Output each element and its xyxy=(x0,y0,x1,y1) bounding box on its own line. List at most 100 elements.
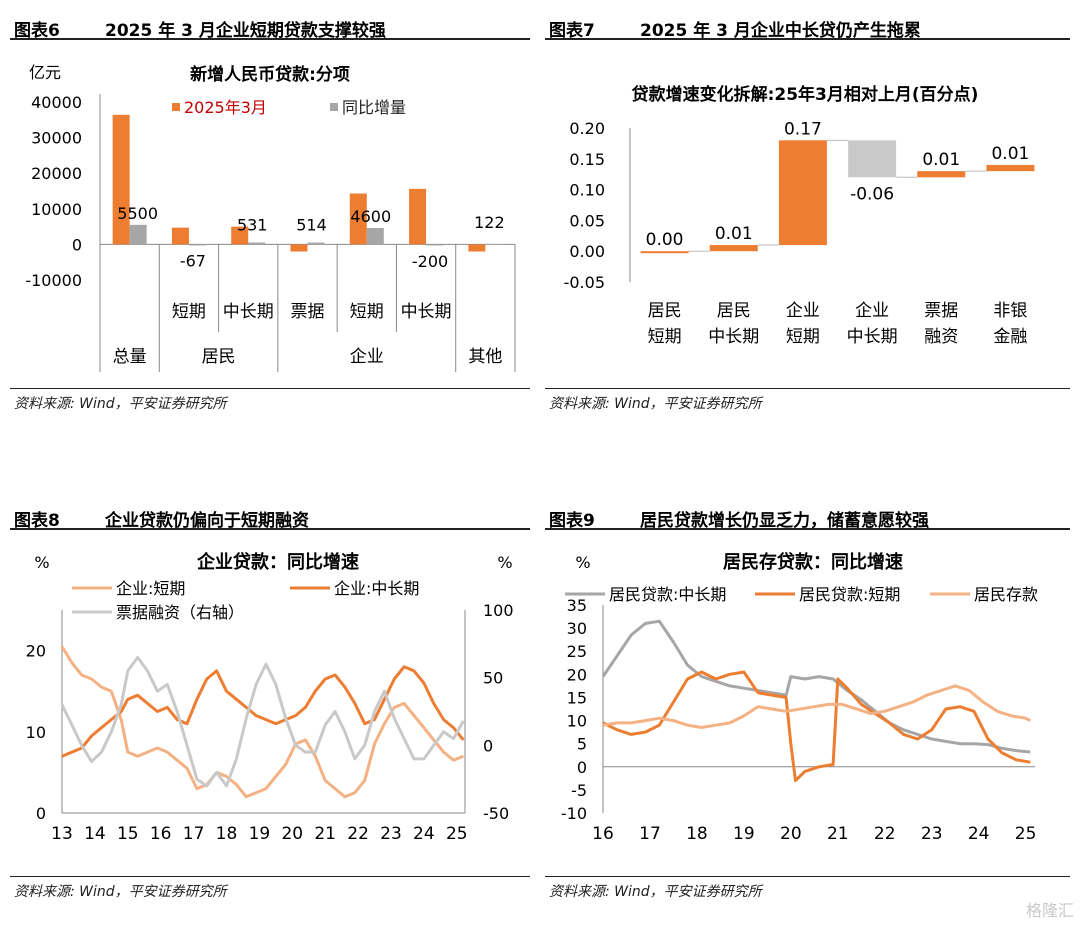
y-tick-label: 20000 xyxy=(31,164,82,183)
y-axis-label: % xyxy=(34,553,49,572)
bar-yoy xyxy=(426,244,444,246)
x-tick-label: 18 xyxy=(686,824,708,844)
panel-fig7: 图表7 2025 年 3 月企业中长贷仍产生拖累 贷款增速变化拆解:25年3月相… xyxy=(545,10,1070,415)
y-tick-label: 0.10 xyxy=(569,181,605,200)
data-label: 0.01 xyxy=(715,224,753,244)
legend-label: 居民存款 xyxy=(974,585,1038,604)
figure-title: 2025 年 3 月企业短期贷款支撑较强 xyxy=(105,21,386,41)
y-tick-label: 0 xyxy=(36,804,46,823)
category-label: 中长期 xyxy=(401,302,452,322)
y-tick-label: 30000 xyxy=(31,129,82,148)
chart-growth-decomposition: 贷款增速变化拆解:25年3月相对上月(百分点) 0.20 0.15 0.10 0.05 0… xyxy=(564,84,1035,347)
panel-fig8: 图表8 企业贷款仍偏向于短期融资 企业贷款：同比增速%% 20 10 0 100 50 0-… xyxy=(10,500,530,905)
series-line xyxy=(60,645,464,799)
data-label: 4600 xyxy=(350,207,391,226)
panel-source: 资料来源: Wind，平安证券研究所 xyxy=(545,876,1070,900)
y-tick-label: -10000 xyxy=(25,271,82,290)
figure-title: 居民贷款增长仍显乏力，储蓄意愿较强 xyxy=(640,511,929,531)
y-tick-label-right: 0 xyxy=(483,736,493,755)
figure-number: 图表7 xyxy=(549,21,595,41)
bar-current xyxy=(231,226,249,245)
x-tick-label: 17 xyxy=(639,824,661,844)
panel-source: 资料来源: Wind，平安证券研究所 xyxy=(545,388,1070,412)
category-label: 企业 xyxy=(855,301,889,321)
bar-yoy xyxy=(307,242,325,245)
source-text: 资料来源: Wind，平安证券研究所 xyxy=(549,396,762,412)
x-tick-label: 16 xyxy=(150,824,172,844)
y-tick-label: 35 xyxy=(567,596,587,615)
data-label: 531 xyxy=(237,216,268,235)
panel-header: 图表8 企业贷款仍偏向于短期融资 xyxy=(10,500,530,531)
category-label: 中长期 xyxy=(847,327,898,347)
bar-yoy xyxy=(129,224,147,245)
chart-new-loans: 新增人民币贷款:分项 亿元 2025年3月 同比增量 40000 30000 20000 10… xyxy=(25,63,516,372)
panel-header: 图表7 2025 年 3 月企业中长贷仍产生拖累 xyxy=(545,10,1070,41)
waterfall-bar xyxy=(709,245,758,252)
bar-current xyxy=(409,188,427,245)
y-tick-label-right: 100 xyxy=(483,601,514,620)
legend-label: 同比增量 xyxy=(342,98,406,117)
y-tick-label: 10 xyxy=(26,723,46,742)
data-label: 514 xyxy=(296,216,327,235)
y-tick-label: 20 xyxy=(26,642,46,661)
panel-fig9: 图表9 居民贷款增长仍显乏力，储蓄意愿较强 居民存贷款：同比增速% 35 30 25 2… xyxy=(545,500,1070,905)
x-tick-label: 23 xyxy=(380,824,402,844)
category-label: 票据 xyxy=(924,301,958,321)
figure-number: 图表9 xyxy=(549,511,595,531)
x-tick-label: 23 xyxy=(921,824,943,844)
x-tick-label: 25 xyxy=(446,824,468,844)
y-tick-label: 30 xyxy=(567,619,587,638)
x-tick-label: 19 xyxy=(733,824,755,844)
watermark-text: 格隆汇 xyxy=(1025,901,1074,920)
y-tick-label: 0.05 xyxy=(569,211,605,230)
y-tick-label: 5 xyxy=(577,735,587,754)
y-tick-label: 15 xyxy=(567,688,587,707)
bar-yoy xyxy=(188,244,206,246)
series-line xyxy=(602,670,1031,783)
legend-label: 居民贷款:中长期 xyxy=(609,585,726,604)
data-label: 0.00 xyxy=(646,230,684,250)
data-label: -0.06 xyxy=(850,184,894,204)
x-tick-label: 16 xyxy=(592,824,614,844)
series-line xyxy=(61,665,465,758)
category-label: 居民 xyxy=(717,301,751,321)
panel-header: 图表6 2025 年 3 月企业短期贷款支撑较强 xyxy=(10,10,530,41)
x-tick-label: 22 xyxy=(347,824,369,844)
source-text: 资料来源: Wind，平安证券研究所 xyxy=(549,884,762,900)
chart-title: 居民存贷款：同比增速 xyxy=(723,551,903,573)
y-tick-label: -10 xyxy=(561,804,587,823)
category-label: 企业 xyxy=(786,301,820,321)
x-tick-label: 22 xyxy=(874,824,896,844)
y-axis-label-right: % xyxy=(497,553,512,572)
y-tick-label: 0 xyxy=(72,235,82,254)
panel-source: 资料来源: Wind，平安证券研究所 xyxy=(10,388,530,412)
y-tick-label-right: -50 xyxy=(483,804,509,823)
group-label: 居民 xyxy=(202,347,236,367)
x-tick-label: 19 xyxy=(249,824,271,844)
y-tick-label: 10000 xyxy=(31,200,82,219)
x-tick-label: 18 xyxy=(216,824,238,844)
data-label: 0.17 xyxy=(784,119,822,139)
x-tick-label: 20 xyxy=(780,824,802,844)
x-tick-label: 21 xyxy=(827,824,849,844)
y-tick-label: 40000 xyxy=(31,93,82,112)
y-tick-label-right: 50 xyxy=(483,669,503,688)
category-label: 票据 xyxy=(291,302,325,322)
category-label: 短期 xyxy=(350,302,384,322)
bar-yoy xyxy=(366,228,384,245)
source-text: 资料来源: Wind，平安证券研究所 xyxy=(14,396,227,412)
category-label: 短期 xyxy=(172,302,206,322)
y-axis-label: % xyxy=(575,553,590,572)
legend-swatch xyxy=(330,103,338,111)
data-label: -200 xyxy=(412,252,448,271)
data-label: 122 xyxy=(474,213,505,232)
category-label: 中长期 xyxy=(223,302,274,322)
bar-current xyxy=(349,193,367,245)
y-tick-label: 0.00 xyxy=(569,242,605,261)
x-tick-label: 25 xyxy=(1015,824,1037,844)
data-label: -67 xyxy=(180,252,206,271)
group-label: 总量 xyxy=(113,347,147,367)
y-axis-label: 亿元 xyxy=(29,63,61,82)
figure-title: 2025 年 3 月企业中长贷仍产生拖累 xyxy=(640,21,921,41)
data-label: 0.01 xyxy=(922,150,960,170)
